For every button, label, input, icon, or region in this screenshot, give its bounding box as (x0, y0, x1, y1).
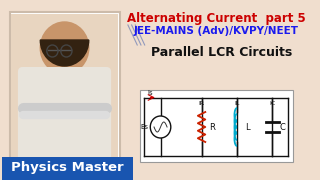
Circle shape (40, 22, 89, 74)
Text: R: R (209, 123, 215, 132)
Text: Physics Master: Physics Master (11, 161, 124, 174)
Text: JEE-MAINS (Adv)/KVPY/NEET: JEE-MAINS (Adv)/KVPY/NEET (134, 26, 299, 36)
Text: IR: IR (198, 101, 204, 106)
Wedge shape (40, 40, 89, 66)
Text: IL: IL (234, 101, 240, 106)
Text: IC: IC (269, 101, 276, 106)
Text: L: L (245, 123, 250, 132)
Text: Parallel LCR Circuits: Parallel LCR Circuits (150, 46, 292, 59)
Circle shape (150, 116, 171, 138)
FancyBboxPatch shape (12, 14, 118, 162)
Text: Is: Is (148, 90, 153, 96)
FancyBboxPatch shape (140, 90, 293, 162)
FancyBboxPatch shape (18, 67, 111, 167)
FancyBboxPatch shape (10, 12, 120, 164)
Text: C: C (280, 123, 286, 132)
FancyBboxPatch shape (2, 157, 132, 180)
Text: Alternating Current  part 5: Alternating Current part 5 (127, 12, 306, 25)
Text: Es: Es (140, 124, 148, 130)
